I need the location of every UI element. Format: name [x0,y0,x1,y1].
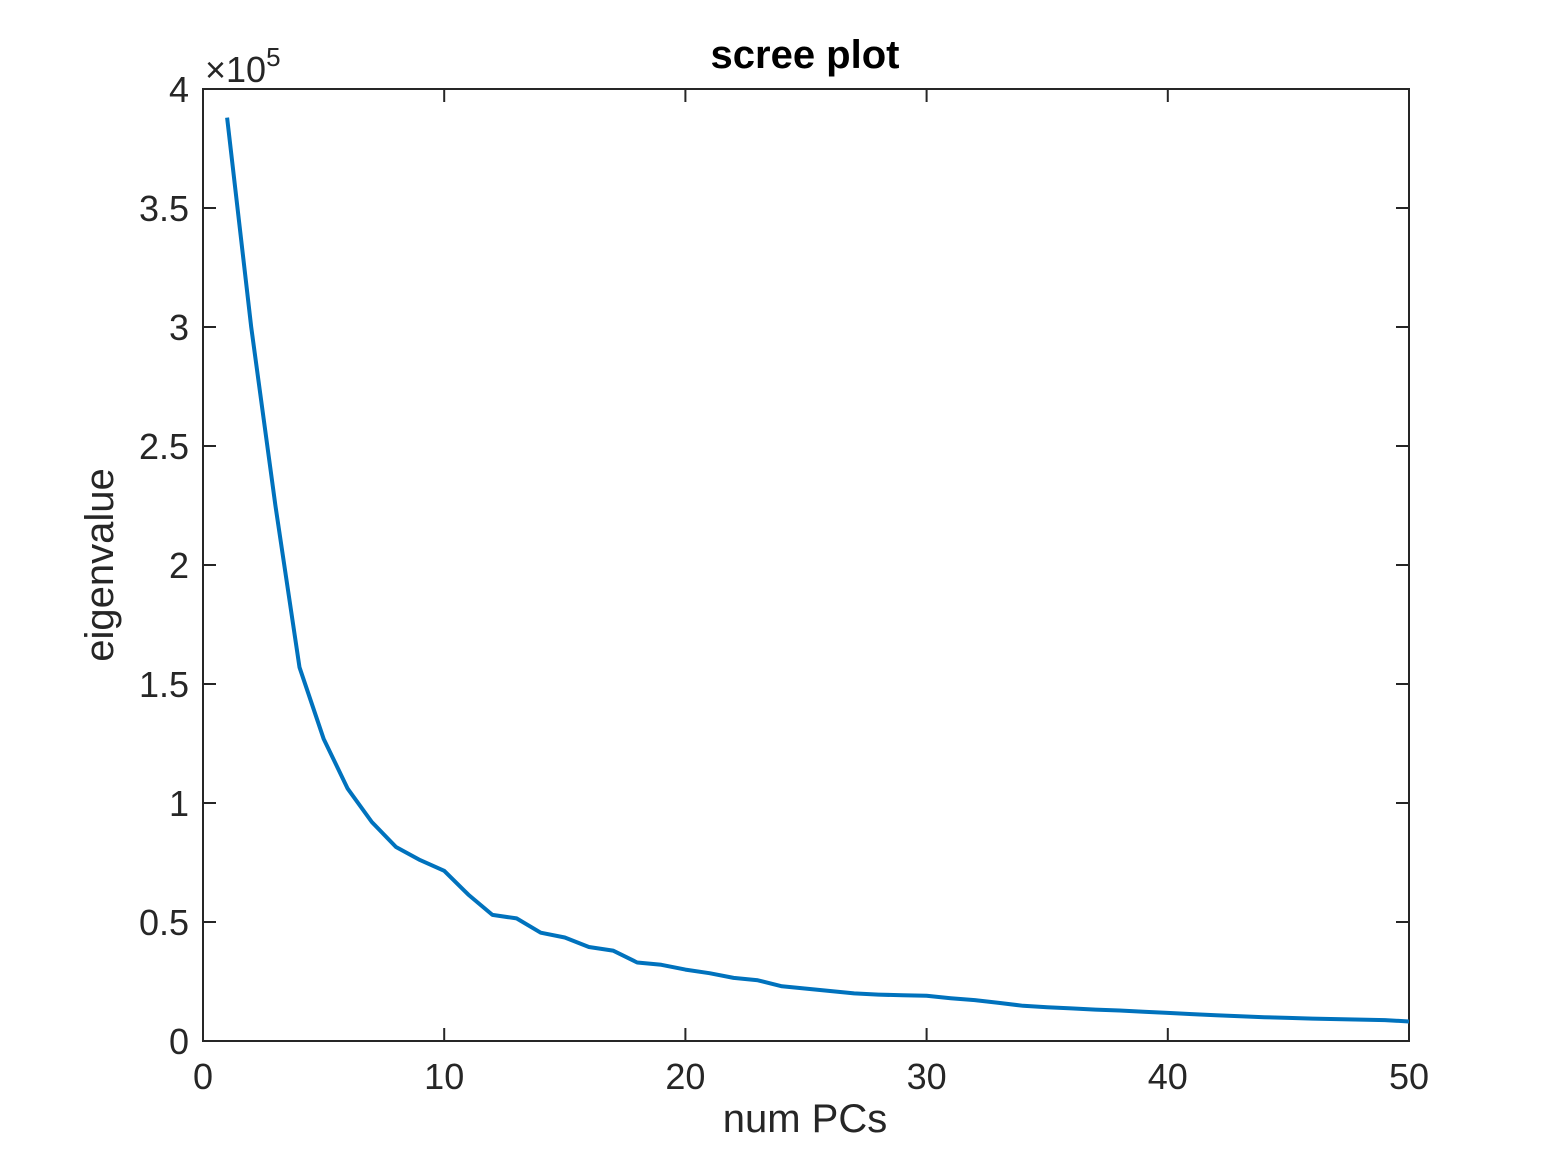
y-tick-label: 4 [169,69,189,110]
x-tick-label: 20 [665,1056,705,1097]
axis-ticks [202,88,1410,1042]
x-tick-label: 0 [193,1056,213,1097]
y-tick-label: 1.5 [139,664,189,705]
svg-text:×105: ×105 [205,42,281,90]
y-multiplier-exponent: 5 [266,42,280,72]
series-line [225,117,1410,1024]
y-tick-label: 1 [169,783,189,824]
y-tick-label: 0.5 [139,902,189,943]
y-axis-multiplier: ×105 [205,42,281,90]
series-lines [225,117,1410,1024]
y-tick-label: 2 [169,545,189,586]
tick-labels: 0 10 20 30 40 50 0 0.5 1 1.5 2 2.5 3 3.5 4 [139,69,1429,1097]
x-tick-label: 40 [1148,1056,1188,1097]
y-tick-label: 3.5 [139,188,189,229]
y-multiplier-base: ×10 [205,49,266,90]
x-tick-label: 50 [1389,1056,1429,1097]
x-tick-label: 30 [907,1056,947,1097]
y-tick-label: 3 [169,307,189,348]
y-tick-label: 0 [169,1021,189,1062]
chart-title: scree plot [711,33,900,77]
plot-area [202,88,1410,1042]
x-tick-label: 10 [424,1056,464,1097]
y-tick-label: 2.5 [139,426,189,467]
y-axis-label: eigenvalue [78,468,122,662]
x-axis-label: num PCs [723,1097,888,1141]
